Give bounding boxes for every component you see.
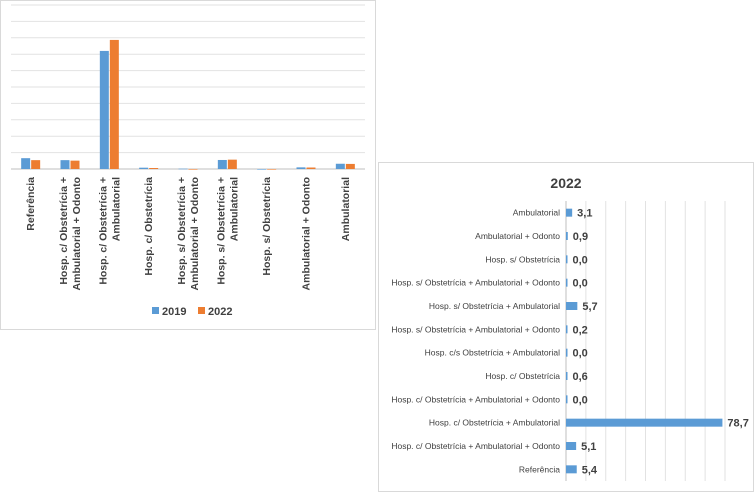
bar bbox=[566, 232, 568, 240]
data-label: 0,9 bbox=[573, 231, 588, 243]
bar-2019 bbox=[21, 158, 31, 169]
bar-2022 bbox=[306, 167, 316, 169]
x-tick-label-line: Hosp. c/ Obstetrícia + bbox=[97, 177, 109, 285]
bar-2022 bbox=[188, 169, 198, 170]
x-tick-label-line: Ambulatorial + Odonto bbox=[189, 177, 201, 290]
bar-2022 bbox=[109, 39, 119, 169]
data-label: 0,0 bbox=[573, 348, 588, 360]
x-tick-label: Hosp. s/ Obstetrícia +Ambulatorial + Odo… bbox=[176, 177, 201, 290]
bar-2019 bbox=[296, 167, 306, 169]
bar-2019 bbox=[60, 160, 70, 169]
x-tick-label-line: Hosp. s/ Obstetrícia bbox=[261, 177, 273, 276]
bar-2022 bbox=[267, 169, 277, 170]
x-tick-label-line: Ambulatorial + Odonto bbox=[71, 177, 83, 290]
bar bbox=[566, 395, 568, 404]
data-label: 5,4 bbox=[582, 464, 598, 476]
chart-comparison-2019-2022: Referência Hosp. c/ Obstetrícia +Ambulato… bbox=[0, 0, 376, 330]
legend-swatch-2019 bbox=[152, 307, 159, 314]
x-tick-label: Hosp. c/ Obstetrícia +Ambulatorial bbox=[97, 177, 122, 285]
bar bbox=[566, 325, 568, 334]
bar bbox=[566, 372, 568, 380]
data-label: 0,0 bbox=[573, 394, 588, 406]
data-label: 0,2 bbox=[573, 324, 588, 336]
bar bbox=[566, 302, 578, 310]
legend-label: 2022 bbox=[208, 306, 232, 318]
bar bbox=[566, 418, 723, 427]
x-tick-label-line: Hosp. s/ Obstetrícia + bbox=[215, 177, 227, 285]
bar-2022 bbox=[149, 168, 159, 169]
y-tick-label: Hosp. s/ Obstetrícia + Ambulatorial + Od… bbox=[391, 278, 560, 288]
x-tick-label: Hosp. c/ Obstetrícia bbox=[143, 177, 155, 276]
data-label: 5,1 bbox=[581, 441, 596, 453]
y-tick-label: Hosp. c/ Obstetrícia + Ambulatorial + Od… bbox=[391, 394, 560, 404]
x-tick-label: Hosp. c/ Obstetrícia +Ambulatorial + Odo… bbox=[58, 177, 83, 290]
y-tick-label: Hosp. s/ Obstetrícia bbox=[485, 254, 560, 264]
bar-2022 bbox=[31, 160, 41, 169]
data-label: 5,7 bbox=[582, 301, 597, 313]
bar-2022 bbox=[227, 159, 237, 169]
bar-2019 bbox=[257, 169, 267, 170]
x-tick-label: Ambulatorial + Odonto bbox=[301, 177, 313, 290]
data-label: 0,0 bbox=[573, 254, 588, 266]
bar-2019 bbox=[335, 163, 345, 169]
y-tick-label: Hosp. c/ Obstetrícia bbox=[485, 371, 560, 381]
x-tick-label-line: Hosp. c/ Obstetrícia + bbox=[58, 177, 70, 285]
bar-2022 bbox=[345, 163, 355, 169]
x-tick-label: Referência bbox=[25, 177, 37, 231]
vertical-bar-chart: Referência Hosp. c/ Obstetrícia +Ambulato… bbox=[11, 4, 365, 318]
x-tick-label-line: Ambulatorial bbox=[340, 177, 352, 241]
data-label: 0,6 bbox=[573, 371, 588, 383]
bar-2022 bbox=[70, 160, 80, 169]
y-tick-label: Hosp. s/ Obstetrícia + Ambulatorial bbox=[429, 301, 560, 311]
x-tick-label-line: Hosp. c/ Obstetrícia bbox=[143, 177, 155, 276]
bar-2019 bbox=[99, 50, 109, 169]
x-tick-label: Hosp. s/ Obstetrícia +Ambulatorial bbox=[215, 177, 240, 285]
horizontal-bar-chart: 2022 Ambulatorial 3,1 Ambulatorial + Odonto… bbox=[391, 175, 749, 481]
x-tick-label-line: Hosp. s/ Obstetrícia + bbox=[176, 177, 188, 285]
bar-2019 bbox=[178, 168, 188, 170]
bar-2019 bbox=[217, 159, 227, 169]
x-tick-label: Ambulatorial bbox=[340, 177, 352, 241]
x-tick-label-line: Referência bbox=[25, 177, 37, 231]
bar bbox=[566, 442, 577, 450]
chart-2022-horizontal: 2022 Ambulatorial 3,1 Ambulatorial + Odonto… bbox=[378, 162, 754, 492]
legend-label: 2019 bbox=[162, 306, 186, 318]
chart-title: 2022 bbox=[550, 175, 581, 191]
y-tick-label: Hosp. s/ Obstetrícia + Ambulatorial + Od… bbox=[391, 324, 560, 334]
bar bbox=[566, 255, 568, 264]
x-tick-label-line: Ambulatorial bbox=[110, 177, 122, 241]
y-tick-label: Ambulatorial bbox=[513, 208, 560, 218]
y-tick-label: Hosp. c/s Obstetrícia + Ambulatorial bbox=[425, 348, 560, 358]
bar bbox=[566, 465, 577, 474]
x-tick-label-line: Ambulatorial + Odonto bbox=[301, 177, 313, 290]
legend-swatch-2022 bbox=[198, 307, 205, 314]
x-tick-label: Hosp. s/ Obstetrícia bbox=[261, 177, 273, 276]
x-tick-label-line: Ambulatorial bbox=[228, 177, 240, 241]
y-tick-label: Hosp. c/ Obstetrícia + Ambulatorial bbox=[429, 418, 560, 428]
y-tick-label: Hosp. c/ Obstetrícia + Ambulatorial + Od… bbox=[391, 441, 560, 451]
y-tick-label: Referência bbox=[519, 464, 560, 474]
data-label: 0,0 bbox=[573, 278, 588, 290]
bar bbox=[566, 208, 573, 217]
bar bbox=[566, 278, 568, 287]
data-label: 78,7 bbox=[727, 418, 748, 430]
y-tick-label: Ambulatorial + Odonto bbox=[475, 231, 560, 241]
bar-2019 bbox=[139, 167, 149, 169]
bar bbox=[566, 348, 568, 357]
data-label: 3,1 bbox=[577, 208, 592, 220]
